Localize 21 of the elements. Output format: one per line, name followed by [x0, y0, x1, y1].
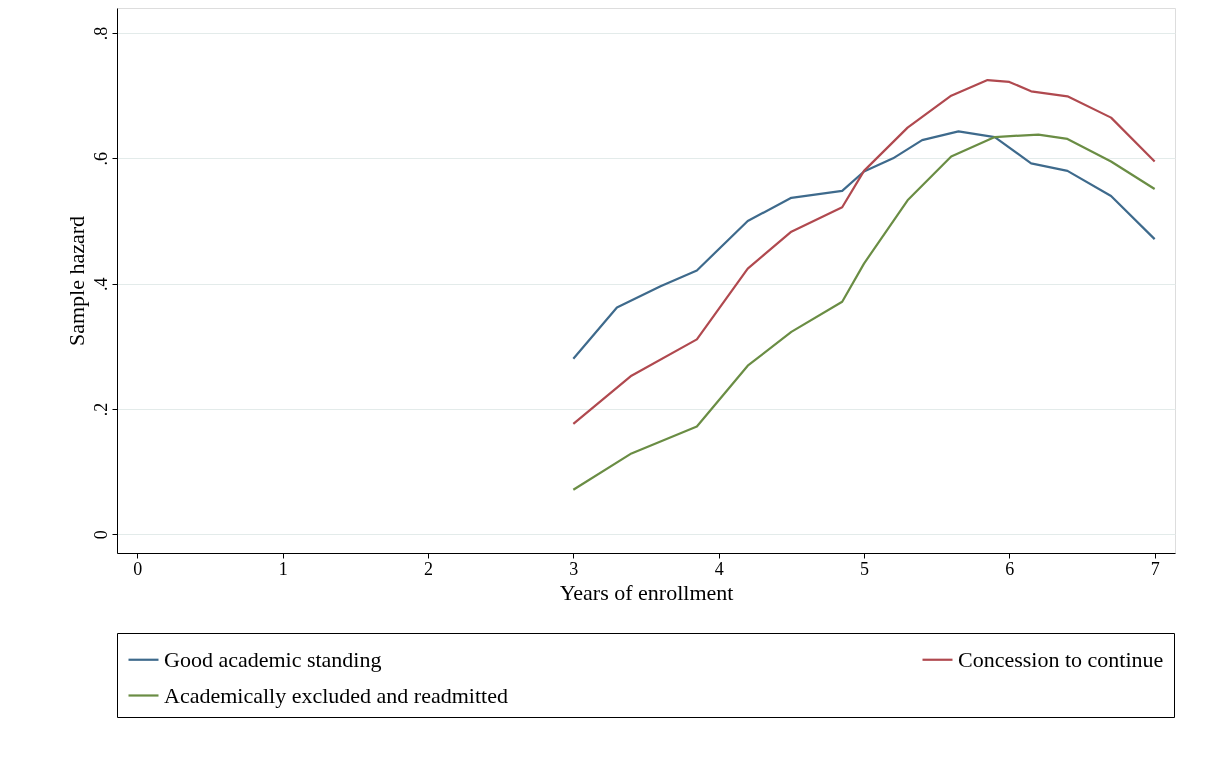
legend-label: Good academic standing — [164, 646, 382, 672]
y-tick-label: .4 — [90, 277, 111, 291]
y-tick-label: 0 — [90, 530, 111, 540]
line-series — [572, 130, 1156, 360]
legend-label: Concession to continue — [958, 646, 1164, 672]
x-tick-label: 1 — [278, 558, 288, 579]
line-series — [572, 78, 1156, 426]
x-tick-label: 0 — [133, 558, 143, 579]
line-series — [572, 133, 1156, 491]
y-tick-label: .2 — [90, 402, 111, 417]
x-tick-label: 3 — [569, 558, 579, 579]
x-axis-title: Years of enrollment — [559, 579, 734, 605]
x-tick-label: 5 — [859, 558, 869, 579]
y-tick-label: .6 — [90, 152, 111, 166]
x-tick-label: 4 — [714, 558, 724, 579]
x-tick-label: 6 — [1005, 558, 1015, 579]
y-axis-title: Sample hazard — [63, 215, 89, 347]
y-tick-label: .8 — [90, 26, 111, 41]
legend-label: Academically excluded and readmitted — [164, 682, 508, 708]
x-tick-label: 2 — [424, 558, 434, 579]
x-tick-label: 7 — [1150, 558, 1160, 579]
